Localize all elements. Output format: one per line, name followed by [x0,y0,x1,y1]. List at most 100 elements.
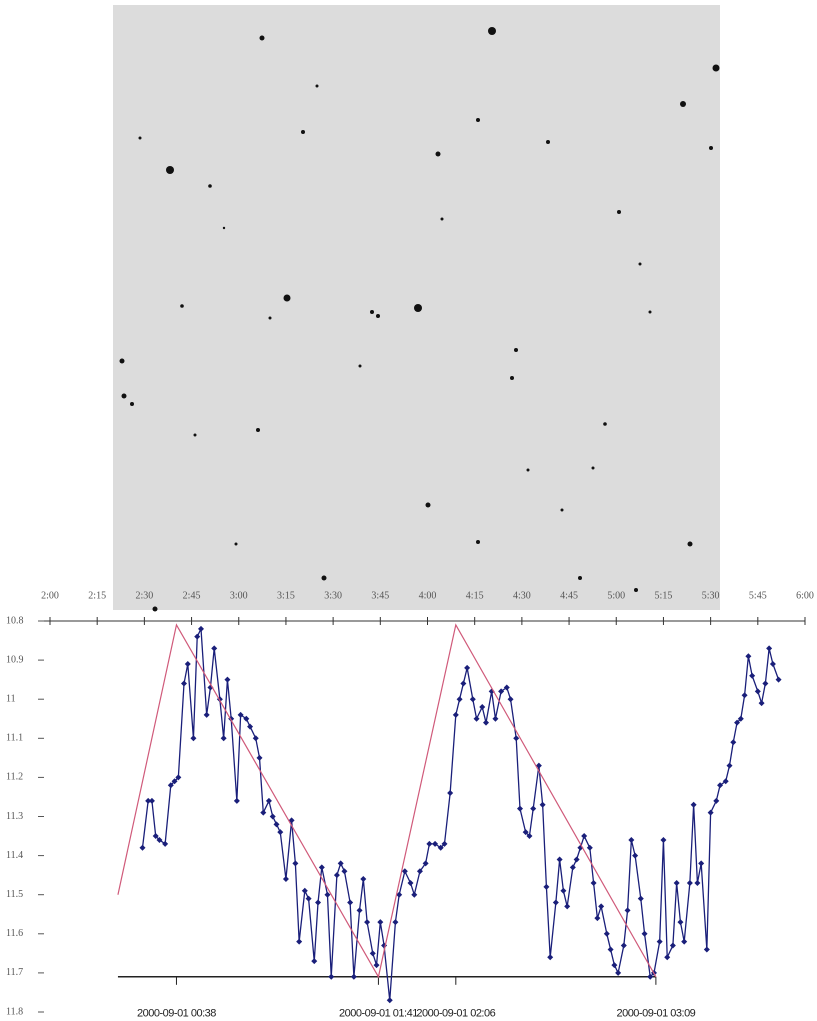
data-point [318,864,325,871]
x-tick-label: 4:15 [466,590,484,601]
data-point [469,696,476,703]
data-point [181,680,188,687]
x-tick-label: 5:30 [702,590,720,601]
data-point [162,840,169,847]
data-point [603,930,610,937]
y-tick-label: 11.8 [6,1006,23,1017]
data-point [437,844,444,851]
data-point [516,805,523,812]
data-point [220,735,227,742]
data-point [479,704,486,711]
data-point [694,879,701,886]
x2-tick-label: 2000-09-01 03:09 [616,1008,695,1020]
x-tick-label: 2:15 [88,590,106,601]
data-point [315,899,322,906]
data-point [513,735,520,742]
data-point [452,711,459,718]
data-point [396,891,403,898]
x-tick-label: 2:45 [183,590,201,601]
data-point [411,891,418,898]
data-point [664,954,671,961]
data-point [456,696,463,703]
data-point [373,962,380,969]
data-point [273,821,280,828]
data-point [194,633,201,640]
data-point [586,844,593,851]
data-point [581,833,588,840]
data-point [145,797,152,804]
data-point [473,715,480,722]
data-point [673,879,680,886]
data-point [547,954,554,961]
data-point [441,840,448,847]
data-point [669,942,676,949]
data-point [292,860,299,867]
data-point [569,864,576,871]
data-point [745,653,752,660]
x2-tick-label: 2000-09-01 02:06 [416,1008,495,1020]
y-tick-label: 11.7 [6,967,23,978]
data-point [624,907,631,914]
data-point [324,891,331,898]
data-point [347,899,354,906]
data-point [590,879,597,886]
x-tick-label: 4:45 [560,590,578,601]
data-point [426,840,433,847]
y-tick-label: 11.2 [6,772,23,783]
data-point [560,887,567,894]
data-point [243,715,250,722]
data-point [492,715,499,722]
data-point [190,735,197,742]
data-point [641,930,648,937]
data-point [594,915,601,922]
data-point [247,723,254,730]
data-point [301,887,308,894]
data-point [464,664,471,671]
y-tick-label: 10.9 [6,654,24,665]
x-tick-label: 3:15 [277,590,295,601]
data-point [333,872,340,879]
data-point [416,868,423,875]
data-point [632,852,639,859]
data-point [260,809,267,816]
data-point [526,833,533,840]
x-tick-label: 4:30 [513,590,531,601]
data-point [628,836,635,843]
data-point [337,860,344,867]
y-tick-label: 11.3 [6,811,23,822]
data-point [681,938,688,945]
x-tick-label: 5:15 [655,590,673,601]
data-point [377,919,384,926]
data-point [139,844,146,851]
data-point [282,876,289,883]
data-point [660,836,667,843]
data-point [328,973,335,980]
x2-tick-label: 2000-09-01 01:41 [339,1008,418,1020]
data-point [741,692,748,699]
data-point [607,946,614,953]
data-point [690,801,697,808]
data-point [269,813,276,820]
x-tick-label: 5:00 [607,590,625,601]
data-point [620,942,627,949]
data-point [252,735,259,742]
data-point [722,778,729,785]
data-point [237,711,244,718]
data-point [726,762,733,769]
data-point [775,676,782,683]
data-point [703,946,710,953]
data-point [707,809,714,816]
data-point [296,938,303,945]
data-point [530,805,537,812]
data-point [522,829,529,836]
data-point [305,895,312,902]
data-point [615,969,622,976]
x-tick-label: 3:00 [230,590,248,601]
data-point [311,958,318,965]
data-point [698,860,705,867]
data-point [483,719,490,726]
data-point [407,879,414,886]
data-point [766,645,773,652]
y-tick-label: 11.4 [6,850,23,861]
